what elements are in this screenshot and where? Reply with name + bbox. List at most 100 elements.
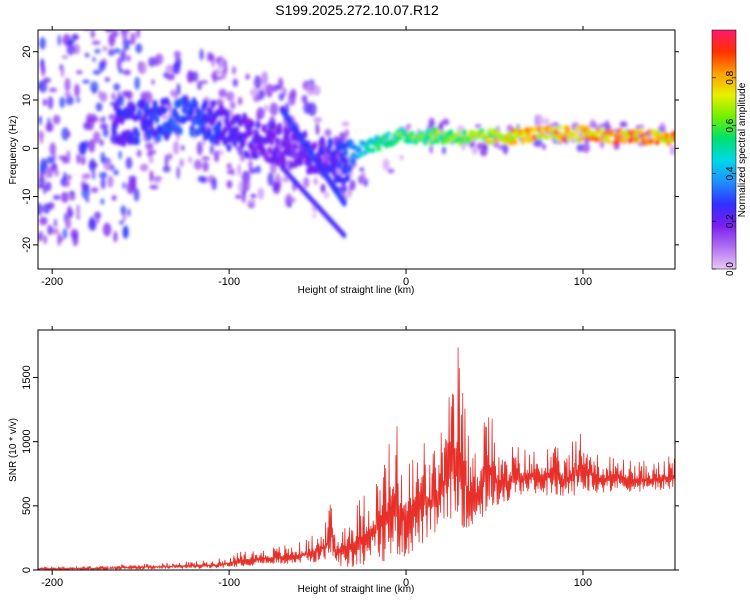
spectrogram-cell (139, 163, 149, 172)
spectrogram-cell (547, 134, 553, 140)
spectrogram-cell (81, 173, 90, 180)
spectrogram-cell (60, 191, 69, 203)
spectrogram-cell (134, 137, 140, 146)
spectrogram-cell (174, 56, 182, 69)
spectrogram-cell (38, 216, 48, 226)
colorbar-tick-label: 0.0 (725, 262, 736, 276)
spectrogram-cell (113, 169, 119, 176)
spectrogram-cell (100, 151, 106, 164)
spectrogram-cell (210, 99, 216, 108)
spectrogram-cell (91, 169, 96, 180)
spectrogram-cell (241, 114, 247, 123)
spectrogram-cell (148, 56, 156, 68)
spectrogram-cell (151, 79, 155, 86)
spectrogram-cell (323, 191, 330, 199)
spectrogram-cell (273, 146, 279, 155)
spectrogram-cell (57, 34, 62, 46)
spectrogram-y-label: Frequency (Hz) (8, 116, 19, 185)
spectrogram-cell (201, 126, 207, 135)
spectrogram-cell (320, 183, 326, 194)
spectrogram-cell (349, 179, 356, 191)
spectrogram-cell (100, 177, 106, 190)
spectrogram-cell (428, 117, 435, 130)
spectrogram-cell (382, 158, 390, 171)
spectrogram-cell (126, 55, 131, 62)
spectrogram-cell (319, 147, 325, 156)
spectrogram-cell (366, 147, 372, 153)
spectrogram-cell (211, 53, 215, 68)
spectrogram-cell (137, 10, 144, 21)
spectrogram-cell (146, 132, 152, 141)
spectrogram-cell (638, 124, 645, 130)
spectrogram-cell (164, 154, 169, 168)
spectrogram-cell (117, 91, 121, 98)
spectrogram-cell (600, 127, 606, 133)
spectrogram-cell (73, 43, 80, 55)
spectrogram-cell (145, 142, 154, 151)
spectrogram-cell (53, 218, 57, 228)
spectrogram-cell (386, 131, 392, 137)
spectrogram-cell (129, 111, 135, 120)
spectrogram-cell (432, 126, 438, 133)
spectrogram-cell (532, 134, 538, 140)
snr-x-label: Height of straight line (km) (298, 584, 415, 595)
spectrogram-cell (524, 127, 530, 133)
spectrogram-cell (255, 120, 261, 129)
spectrogram-cell (202, 161, 209, 172)
spectrogram-cell (42, 98, 48, 106)
spectrogram-cell (253, 151, 259, 160)
spectrogram-cell (76, 213, 81, 220)
spectrogram-cell (158, 108, 164, 117)
spectrogram-cell (403, 132, 409, 138)
spectrogram-cell (312, 213, 317, 219)
spectrogram-cell (275, 84, 280, 89)
spectrogram-cell (331, 149, 337, 158)
spectrogram-cell (278, 92, 285, 101)
spectrogram-cell (259, 136, 265, 145)
spectrogram-cell (563, 131, 569, 137)
spectrogram-cell (216, 120, 222, 129)
spectrogram-cell (66, 130, 71, 138)
spectrogram-cell (84, 52, 90, 58)
spectrogram-cell (39, 37, 46, 50)
spectrogram-cell (256, 107, 265, 120)
spectrogram-cell (136, 30, 141, 39)
spectrogram-cell (82, 182, 90, 191)
colorbar: 0.0 0.2 0.4 0.6 0.8 Normalized spectral ampl… (711, 29, 748, 276)
spectrogram-cell (167, 153, 173, 161)
spectrogram-cell (240, 132, 246, 141)
spectrogram-cell (342, 232, 347, 239)
spectrogram-cell (672, 130, 675, 136)
spectrogram-cell (199, 80, 209, 85)
spectrogram-cell (88, 139, 96, 153)
spectrogram-cell (111, 124, 117, 133)
spectrogram-cell (120, 49, 127, 63)
spectrogram-cell (60, 66, 65, 78)
spectrogram-cell (144, 119, 150, 128)
spectrogram-cell (149, 184, 159, 190)
spectrogram-cell (119, 116, 125, 125)
spectrogram-cell (95, 219, 100, 224)
spectrogram-cell (189, 128, 195, 137)
spectrogram-cell (306, 82, 315, 96)
spectrogram-cell (113, 83, 121, 91)
spectrogram-cell (94, 15, 100, 28)
spectrogram-cell (38, 80, 48, 93)
spectrogram-cell (283, 87, 287, 97)
spectrogram-cell (487, 132, 493, 139)
spectrogram-cell (247, 127, 253, 136)
spectrogram-cell (561, 136, 567, 143)
spectrogram-cell (113, 103, 119, 112)
spectrogram-cell (370, 147, 376, 153)
spectrogram-cell (292, 142, 298, 151)
spectrogram-cell (113, 47, 121, 54)
spectrogram-cell (39, 132, 44, 145)
spectrogram-cell (140, 99, 146, 108)
spectrogram-cell (84, 30, 90, 31)
spectrogram-y-axis: -20 -10 0 10 20 (21, 46, 679, 253)
spectrogram-cell (93, 211, 102, 220)
spectrogram-cell (235, 145, 239, 151)
spectrogram-cell (218, 117, 226, 122)
spectrogram-cell (247, 199, 256, 205)
